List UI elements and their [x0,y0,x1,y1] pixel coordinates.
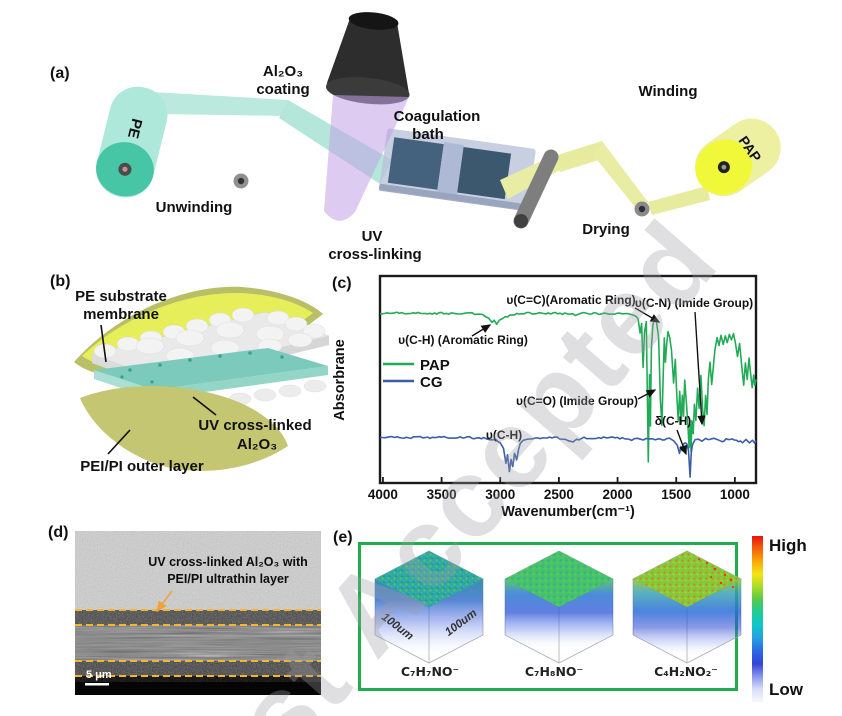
annotation-co-arrow [637,389,657,400]
panel-b-layer-schematic: (b) [50,273,330,475]
svg-text:3500: 3500 [427,487,457,502]
svg-text:4000: 4000 [368,487,398,502]
annotation-ch: υ(C-H) [486,428,522,442]
panel-d-label: (d) [48,524,69,541]
annotation-co: υ(C=O) (Imide Group) [516,394,638,408]
cube-label-3: C₄H₂NO₂⁻ [654,664,718,679]
layer-boundary-dashes [75,609,321,677]
unwinding-label: Unwinding [156,199,233,216]
winding-label: Winding [638,83,697,100]
pap-roll: PAP [694,118,781,197]
cube-c4h2no2 [632,550,742,664]
pe-roll-text: PE [124,117,145,141]
sem-striations [75,628,321,655]
drying-label: Drying [582,221,630,238]
panel-b-label: (b) [50,273,70,290]
panel-a-label: (a) [50,65,70,82]
intensity-colorbar [752,536,763,702]
colorbar-low-label: Low [769,680,803,699]
colorbar-high-label: High [769,536,807,555]
legend: PAP CG [383,357,450,391]
legend-label-pap: PAP [420,357,450,374]
uv-crosslinked-label-line1: UV cross-linked [198,417,311,434]
pe-leader-line [100,324,107,363]
pei-leader-line [107,429,131,455]
panel-e-tofsims: (e) [330,528,842,716]
cube-label-2: C₇H₈NO⁻ [524,664,584,679]
uv-label-line2: cross-linking [328,246,421,262]
scale-bar-text: 5 μm [86,669,112,681]
annotation-ch-aromatic: υ(C-H) (Aromatic Ring) [398,333,528,347]
x-axis-ticks: 4000 3500 3000 2500 2000 1500 1000 [368,477,750,502]
legend-label-cg: CG [420,374,443,391]
uv-label-line1: UV [362,228,383,245]
annotation-cc-arrow [634,307,661,323]
pe-substrate-label-line2: membrane [83,306,159,323]
sem-image: UV cross-linked Al₂O₃ with PEI/PI ultrat… [75,531,321,695]
sem-annotation-line2: PEI/PI ultrathin layer [167,572,289,586]
coating-label-line1: Al₂O₃ [263,63,303,80]
svg-text:2500: 2500 [544,487,574,502]
annotation-cn-arrow [694,311,706,426]
annotation-dch: δ(C-H) [655,414,692,428]
cube-label-1: C₇H₇NO⁻ [400,664,460,679]
x-axis-title: Wavenumber(cm⁻¹) [501,504,635,520]
annotation-dch-arrow [676,429,687,456]
panel-d-sem: (d) [46,522,336,712]
panel-c-ftir-chart: (c) 4000 3500 3000 2500 2000 1500 1000 PAP CG … [332,274,758,520]
high-intensity-specks [698,558,735,589]
pei-outer-label: PEI/PI outer layer [80,458,204,475]
coagulation-bath [378,128,536,212]
svg-text:3000: 3000 [485,487,515,502]
annotation-cc: υ(C=C)(Aromatic Ring) [506,293,635,307]
scale-bar [85,683,109,686]
uv-lamp [325,12,410,105]
panel-a-process-schematic: (a) PE [50,12,781,262]
pe-substrate-label-line1: PE substrate [75,288,167,305]
panel-c-label: (c) [332,275,352,292]
idler-roller-1 [233,173,249,189]
sem-annotation-line1: UV cross-linked Al₂O₃ with [148,555,308,569]
uv-leader-line [192,396,217,416]
trace-pap [379,311,757,463]
pe-roll: PE [95,86,168,198]
panel-e-box: 100um 100um C₇H₇NO⁻ C₇H₈NO⁻ C₄H₂NO₂⁻ [358,542,742,691]
trace-cg [379,435,757,478]
bath-label-line2: bath [412,126,444,143]
annotation-cn: υ(C-N) (Imide Group) [635,296,753,310]
svg-text:1000: 1000 [720,487,750,502]
cube-c7h7no [374,550,484,664]
spectra-traces [379,311,757,478]
peak-annotations: υ(C=C)(Aromatic Ring) υ(C-N) (Imide Grou… [398,293,753,456]
sem-annotation-arrow [156,590,173,613]
annotation-ch-aromatic-arrow [471,324,492,337]
y-axis-title: Absorbrane [332,339,348,420]
pap-film-web [500,141,710,215]
drying-roller [513,149,559,229]
svg-text:1500: 1500 [661,487,691,502]
panel-e-label: (e) [333,529,353,546]
bath-label-line1: Coagulation [394,108,481,125]
uv-crosslinked-label-line2: Al₂O₃ [237,436,277,453]
svg-text:2000: 2000 [603,487,633,502]
uv-beam [324,95,409,221]
cube-c7h8no [504,550,614,664]
idler-roller-2 [634,201,650,217]
coating-label-line2: coating [256,81,309,98]
pei-outer-sheet [80,386,288,471]
